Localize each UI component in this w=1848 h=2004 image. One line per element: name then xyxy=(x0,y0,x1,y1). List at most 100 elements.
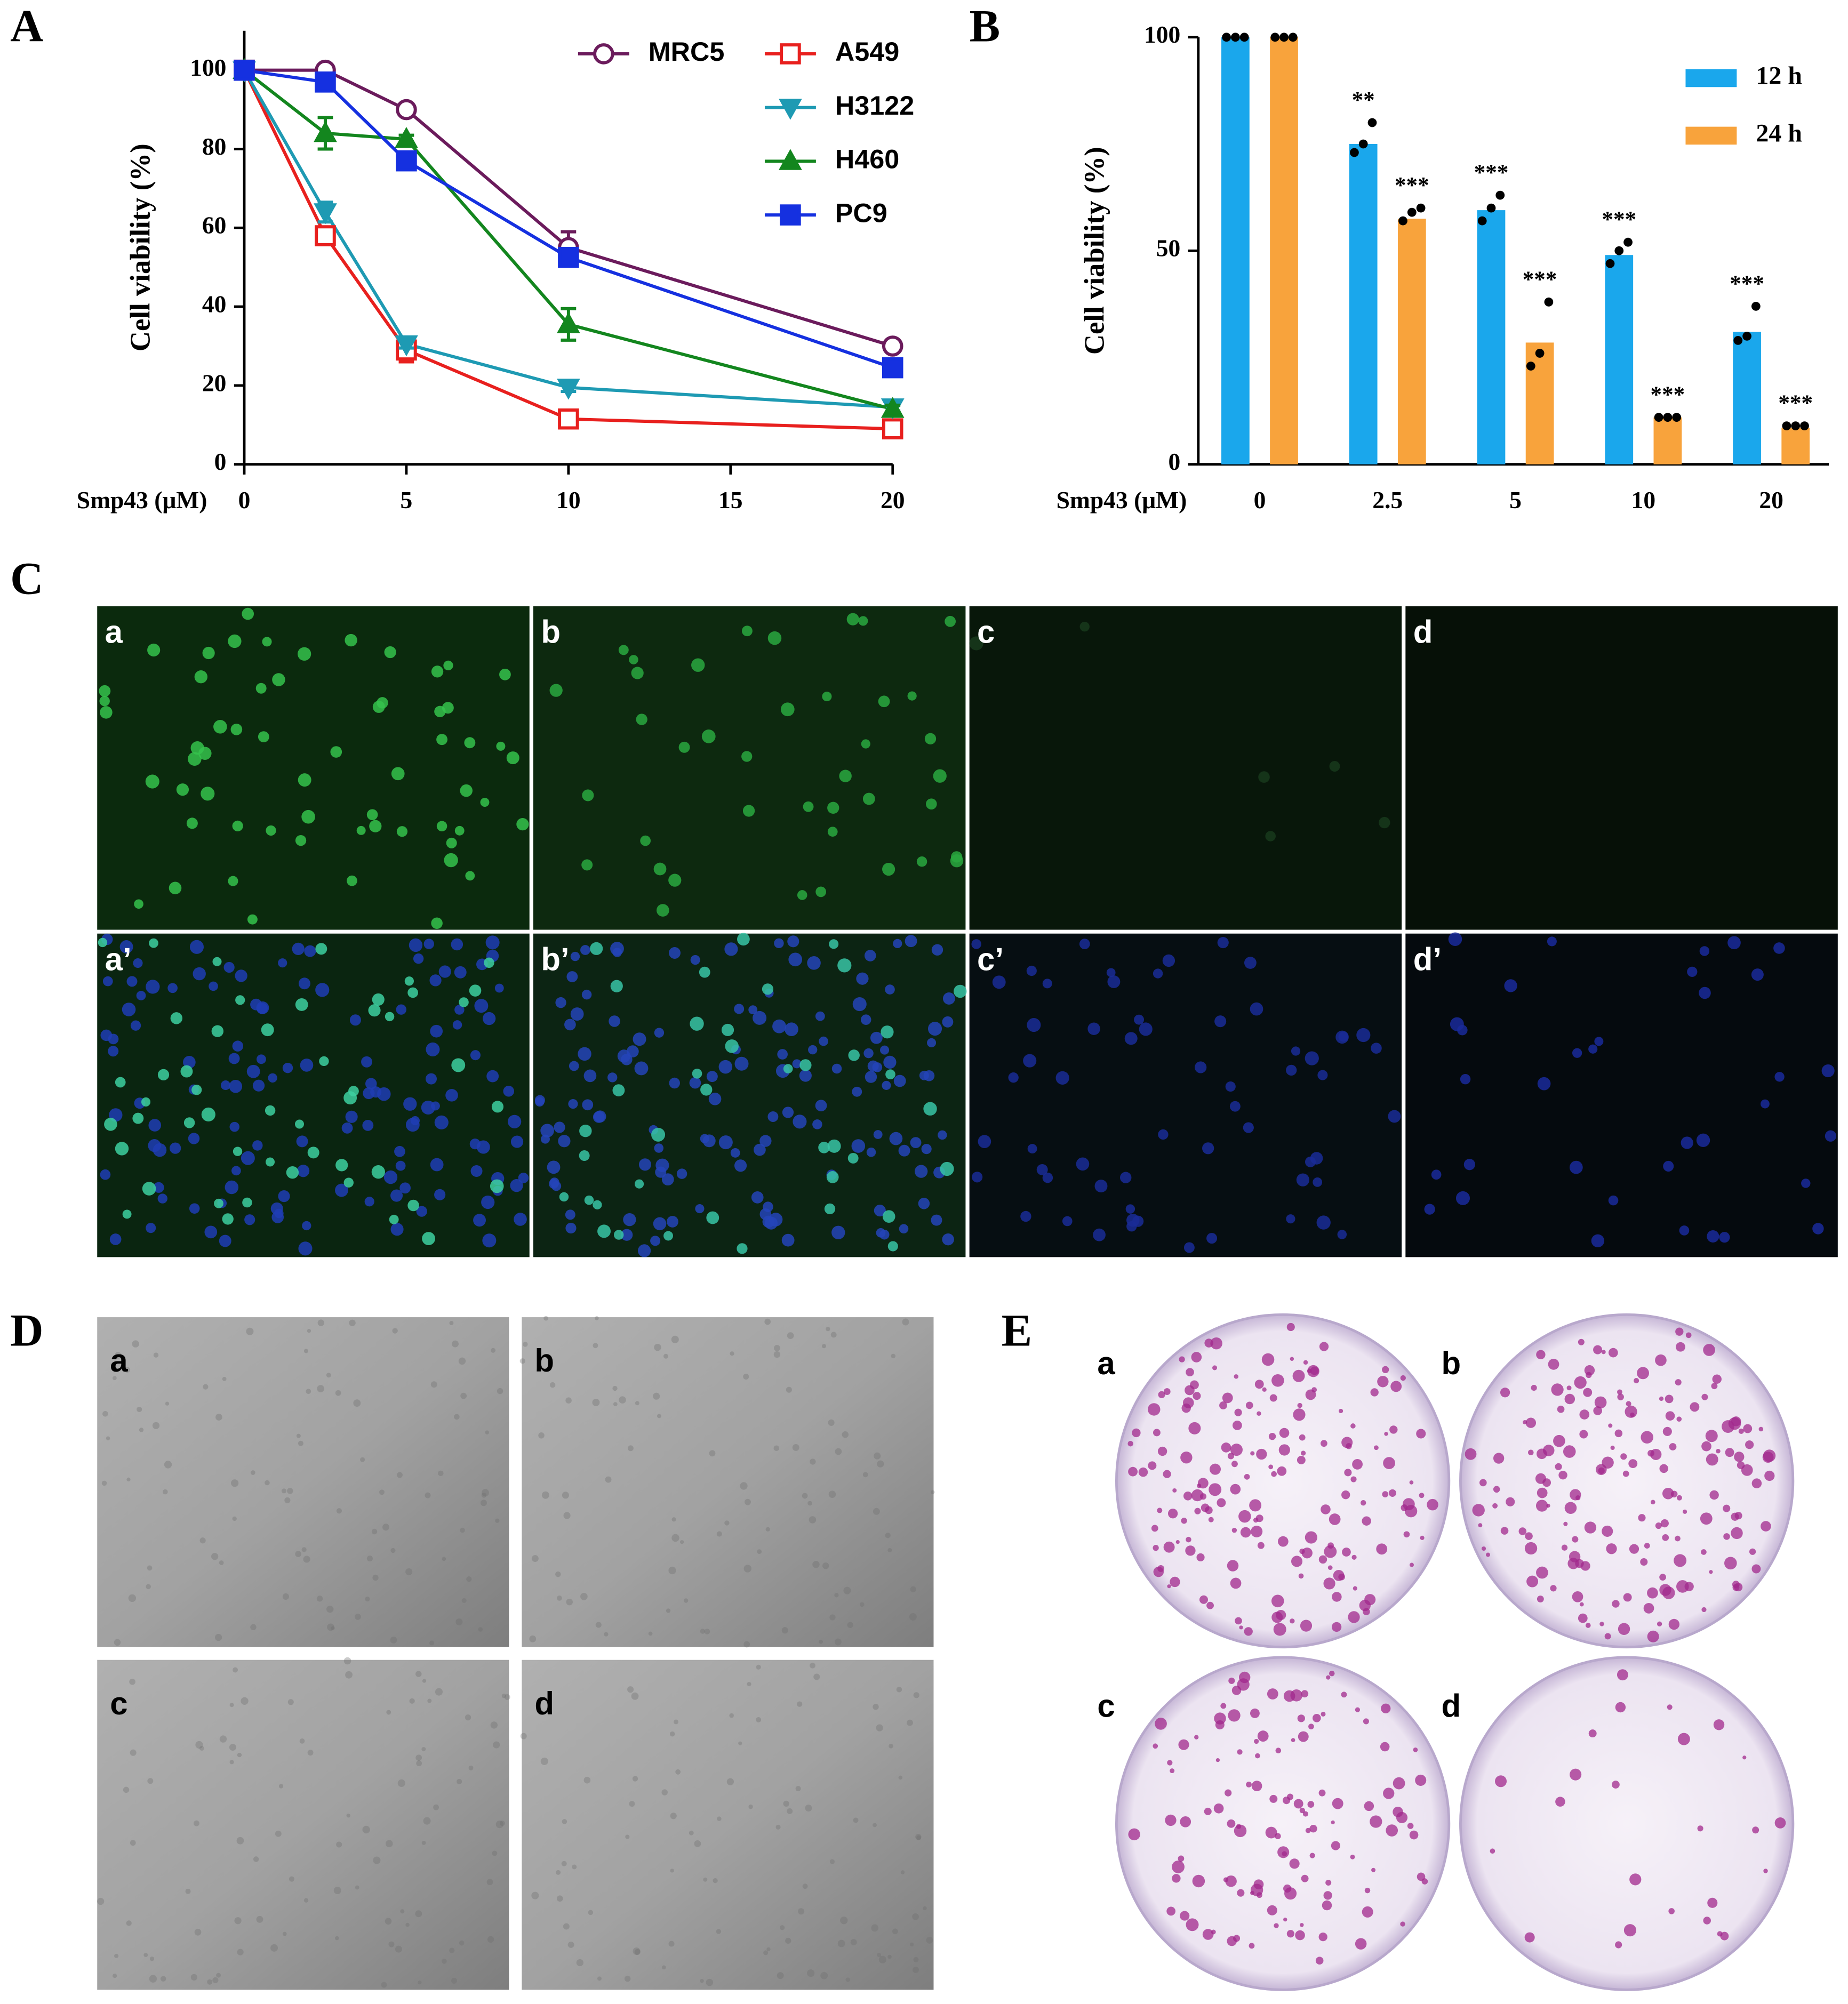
data-point xyxy=(1751,301,1761,311)
cell xyxy=(807,1501,812,1506)
colony xyxy=(1277,1536,1289,1547)
cell xyxy=(233,1147,243,1156)
colony xyxy=(1370,1815,1382,1828)
colony xyxy=(1227,1936,1237,1946)
cell xyxy=(726,1778,734,1785)
tile-label: d xyxy=(1441,1688,1461,1724)
cell xyxy=(137,1406,142,1413)
cell xyxy=(1027,1144,1037,1154)
cell xyxy=(741,626,753,637)
cell xyxy=(326,1373,331,1378)
cell xyxy=(783,1800,789,1807)
cell xyxy=(458,1357,466,1365)
colony xyxy=(1127,1440,1133,1447)
cell xyxy=(785,1937,791,1944)
cell xyxy=(748,1804,753,1809)
micrograph xyxy=(533,606,966,930)
cell xyxy=(1132,1215,1144,1227)
cell xyxy=(878,695,890,708)
cell xyxy=(877,1953,882,1958)
colony xyxy=(1194,1508,1201,1514)
colony xyxy=(1290,1618,1295,1624)
cell xyxy=(905,935,917,948)
data-point xyxy=(1222,33,1231,42)
cell xyxy=(627,1445,634,1452)
cell xyxy=(520,1733,527,1740)
cell xyxy=(745,1498,751,1505)
cell xyxy=(840,1916,848,1925)
colony xyxy=(1265,1826,1277,1839)
colony xyxy=(1720,1931,1729,1941)
cell xyxy=(485,935,500,950)
colony xyxy=(1574,1376,1587,1389)
colony xyxy=(1706,1453,1718,1466)
cell xyxy=(945,615,956,627)
y-tick-label: 100 xyxy=(1144,21,1180,48)
colony xyxy=(1622,1470,1629,1477)
cell xyxy=(421,1100,435,1115)
cell xyxy=(379,1489,385,1495)
colony xyxy=(1286,1322,1295,1332)
colony xyxy=(1668,1908,1675,1914)
cell xyxy=(757,1549,762,1554)
cell xyxy=(870,1031,883,1044)
cell xyxy=(972,1172,983,1183)
cell xyxy=(201,787,215,801)
cell xyxy=(842,1431,849,1438)
bar xyxy=(1349,143,1378,464)
cell xyxy=(866,1148,876,1157)
colony xyxy=(1382,1366,1389,1374)
cell xyxy=(640,835,651,846)
cell xyxy=(429,1640,435,1646)
cell xyxy=(335,1159,348,1172)
colony xyxy=(1763,1869,1768,1873)
cell xyxy=(219,1560,224,1565)
cell xyxy=(392,1328,398,1334)
cell xyxy=(734,1004,745,1014)
colony xyxy=(1244,1627,1253,1636)
marker xyxy=(881,397,905,418)
cell xyxy=(134,899,143,909)
cell xyxy=(315,943,327,955)
cell xyxy=(519,1358,525,1364)
colony xyxy=(1128,1828,1140,1841)
colony xyxy=(1271,1471,1277,1477)
x-tick-label: 0 xyxy=(1254,486,1266,514)
cell xyxy=(1042,1172,1053,1183)
cell xyxy=(593,1200,602,1209)
colony xyxy=(1528,1449,1534,1456)
cell xyxy=(751,1191,764,1204)
cell xyxy=(756,1664,761,1670)
cell xyxy=(241,1697,249,1705)
cell xyxy=(1572,1048,1582,1058)
cell xyxy=(690,1016,704,1031)
cell xyxy=(826,1327,830,1332)
micrograph xyxy=(97,933,530,1257)
cell xyxy=(604,1632,609,1637)
colony xyxy=(1163,1388,1171,1395)
colony xyxy=(1659,1464,1668,1473)
colony xyxy=(1583,1388,1593,1397)
data-point xyxy=(1358,139,1368,149)
cell xyxy=(272,673,285,686)
significance-label: *** xyxy=(1395,173,1429,198)
cell xyxy=(767,1111,779,1122)
cell xyxy=(1291,1046,1301,1056)
cell xyxy=(327,1623,334,1631)
cell xyxy=(847,1152,859,1164)
cell xyxy=(213,719,227,734)
cell xyxy=(335,1936,339,1941)
tile-label: d xyxy=(1413,614,1433,650)
colony xyxy=(1388,1489,1396,1497)
colony xyxy=(1269,1794,1278,1803)
cell xyxy=(893,939,902,949)
cell xyxy=(581,989,592,1000)
colony xyxy=(1291,1738,1295,1743)
cell xyxy=(1455,1191,1470,1205)
cell xyxy=(385,1012,395,1022)
cell xyxy=(460,1527,465,1533)
culture-plate xyxy=(1459,1656,1795,1991)
cell xyxy=(452,1340,459,1348)
cell xyxy=(803,801,814,812)
cell xyxy=(443,660,453,671)
